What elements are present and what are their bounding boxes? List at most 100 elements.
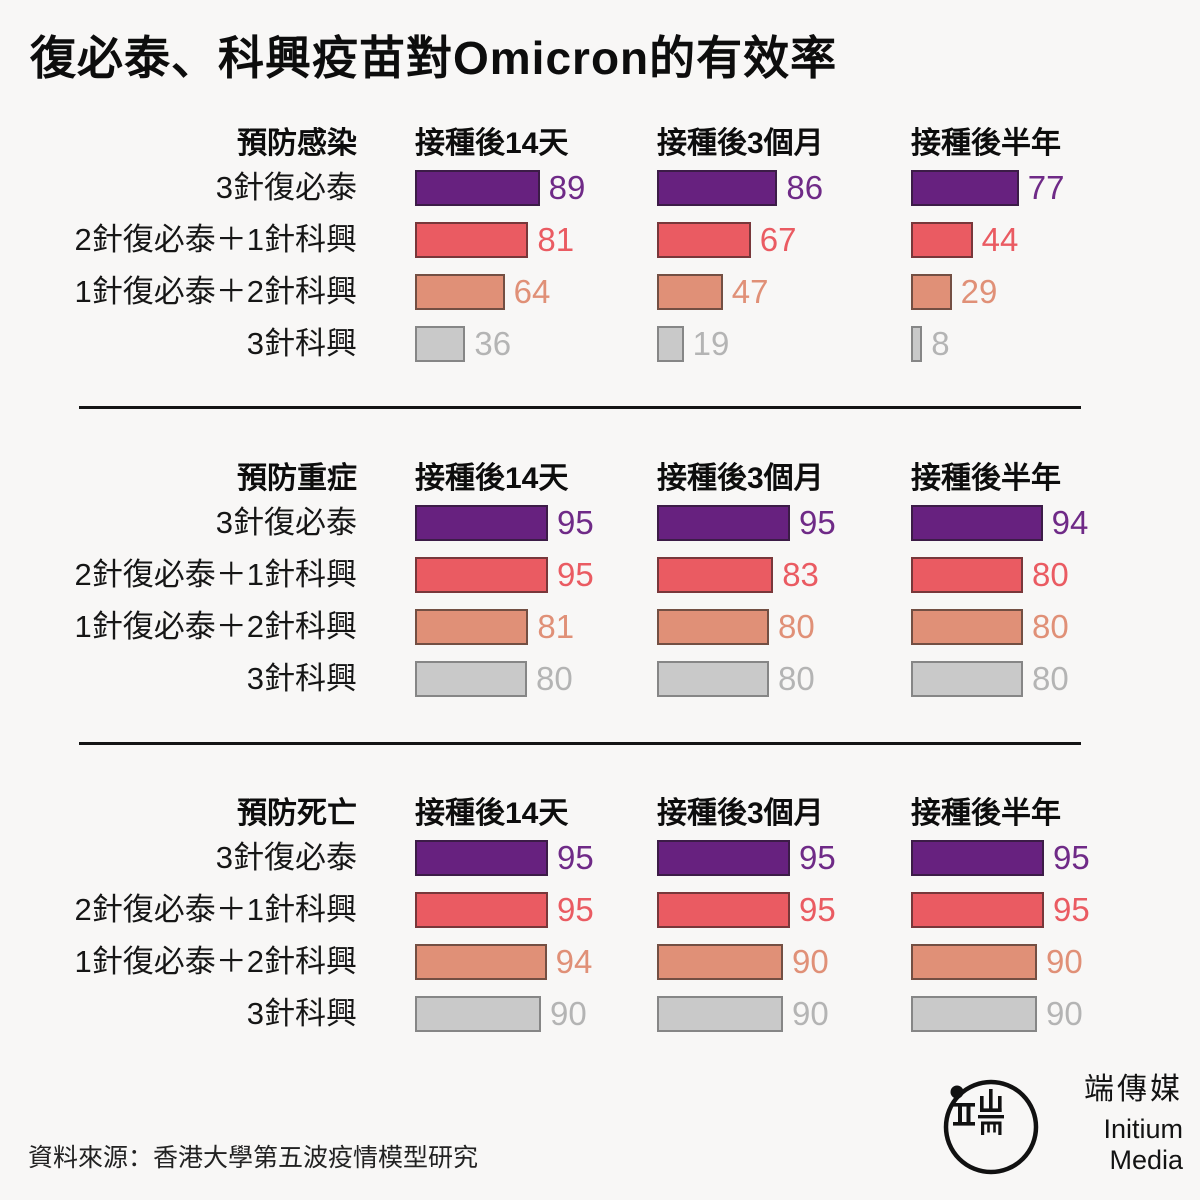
bar bbox=[657, 326, 684, 362]
bar bbox=[657, 661, 769, 697]
bar-value: 80 bbox=[536, 660, 573, 697]
bar-cell: 95 bbox=[415, 557, 594, 593]
bar-value: 95 bbox=[557, 839, 594, 876]
column-header: 接種後半年 bbox=[911, 797, 1061, 830]
bar bbox=[415, 274, 505, 310]
bar bbox=[657, 944, 783, 980]
bar-cell: 80 bbox=[657, 661, 815, 697]
initium-logo: 端傳媒 Initium Media bbox=[941, 1073, 1183, 1178]
bar bbox=[657, 170, 778, 206]
bar-cell: 81 bbox=[415, 609, 574, 645]
bar-value: 95 bbox=[799, 504, 836, 541]
bar bbox=[415, 840, 548, 876]
bar-value: 36 bbox=[474, 325, 512, 362]
bar-value: 67 bbox=[759, 221, 797, 258]
bar-cell: 81 bbox=[415, 222, 574, 258]
bar-value: 29 bbox=[960, 273, 998, 310]
bar bbox=[657, 892, 790, 928]
section-title: 預防重症 bbox=[237, 462, 357, 495]
bar-cell: 95 bbox=[415, 840, 594, 876]
column-header: 接種後14天 bbox=[415, 127, 569, 160]
section-death: 預防死亡 接種後14天 接種後3個月 接種後半年 3針復必泰 95 95 95 … bbox=[0, 786, 1200, 1048]
initium-logo-icon bbox=[943, 1079, 1039, 1175]
table-row: 3針科興 36 19 8 bbox=[0, 326, 1200, 378]
bar bbox=[657, 222, 751, 258]
brand-name: 端傳媒 Initium Media bbox=[1041, 1064, 1183, 1178]
bar-cell: 29 bbox=[911, 274, 997, 310]
column-header: 接種後3個月 bbox=[657, 797, 824, 830]
column-header: 接種後半年 bbox=[911, 462, 1061, 495]
bar-cell: 8 bbox=[911, 326, 950, 362]
bar-cell: 64 bbox=[415, 274, 550, 310]
bar-cell: 95 bbox=[911, 840, 1090, 876]
series-label: 2針復必泰＋1針科興 bbox=[74, 222, 357, 257]
bar-value: 64 bbox=[513, 273, 551, 310]
bar-value: 80 bbox=[1032, 608, 1069, 645]
bar bbox=[415, 170, 540, 206]
bar-value: 95 bbox=[1053, 839, 1090, 876]
bar-cell: 86 bbox=[657, 170, 823, 206]
bar-cell: 83 bbox=[657, 557, 819, 593]
bar-cell: 90 bbox=[911, 944, 1083, 980]
bar-cell: 95 bbox=[657, 840, 836, 876]
bar-value: 95 bbox=[557, 504, 594, 541]
bar bbox=[415, 944, 547, 980]
bar-value: 81 bbox=[537, 221, 575, 258]
bar-value: 90 bbox=[1046, 943, 1083, 980]
bar-value: 86 bbox=[786, 169, 824, 206]
bar bbox=[415, 661, 527, 697]
section-header-row: 預防感染 接種後14天 接種後3個月 接種後半年 bbox=[0, 116, 1200, 170]
bar-cell: 80 bbox=[911, 609, 1069, 645]
series-label: 3針復必泰 bbox=[215, 170, 357, 205]
bar-value: 94 bbox=[1051, 504, 1089, 541]
column-header: 接種後3個月 bbox=[657, 127, 824, 160]
bar-value: 83 bbox=[782, 556, 819, 593]
bar-cell: 67 bbox=[657, 222, 797, 258]
column-header: 接種後14天 bbox=[415, 462, 569, 495]
bar-cell: 36 bbox=[415, 326, 511, 362]
bar-value: 95 bbox=[557, 891, 594, 928]
bar-cell: 95 bbox=[415, 892, 594, 928]
bar bbox=[911, 557, 1023, 593]
table-row: 2針復必泰＋1針科興 95 83 80 bbox=[0, 557, 1200, 609]
section-title: 預防死亡 bbox=[237, 797, 357, 830]
bar bbox=[657, 609, 769, 645]
brand-name-en: Initium Media bbox=[1103, 1114, 1183, 1175]
bar bbox=[415, 222, 529, 258]
bar-value: 90 bbox=[1046, 995, 1083, 1032]
table-row: 3針復必泰 89 86 77 bbox=[0, 170, 1200, 222]
bar-value: 8 bbox=[931, 325, 950, 362]
table-row: 3針科興 80 80 80 bbox=[0, 661, 1200, 713]
bar bbox=[911, 892, 1044, 928]
bar bbox=[911, 661, 1023, 697]
table-row: 2針復必泰＋1針科興 95 95 95 bbox=[0, 892, 1200, 944]
section-divider bbox=[79, 742, 1081, 745]
bar-cell: 90 bbox=[911, 996, 1083, 1032]
table-row: 3針復必泰 95 95 95 bbox=[0, 840, 1200, 892]
table-row: 3針復必泰 95 95 94 bbox=[0, 505, 1200, 557]
bar-value: 95 bbox=[799, 839, 836, 876]
bar-cell: 95 bbox=[415, 505, 594, 541]
series-label: 3針復必泰 bbox=[215, 840, 357, 875]
bar-value: 80 bbox=[778, 660, 815, 697]
bar bbox=[415, 996, 541, 1032]
series-label: 1針復必泰＋2針科興 bbox=[74, 274, 357, 309]
bar bbox=[911, 274, 952, 310]
bar bbox=[415, 326, 466, 362]
section-severe: 預防重症 接種後14天 接種後3個月 接種後半年 3針復必泰 95 95 94 … bbox=[0, 451, 1200, 713]
series-label: 1針復必泰＋2針科興 bbox=[74, 944, 357, 979]
column-header: 接種後3個月 bbox=[657, 462, 824, 495]
bar bbox=[657, 557, 774, 593]
bar-cell: 80 bbox=[911, 557, 1069, 593]
column-header: 接種後14天 bbox=[415, 797, 569, 830]
bar-value: 44 bbox=[981, 221, 1019, 258]
bar-value: 89 bbox=[548, 169, 586, 206]
bar-value: 95 bbox=[1053, 891, 1090, 928]
bar bbox=[911, 609, 1023, 645]
column-header: 接種後半年 bbox=[911, 127, 1061, 160]
bar-cell: 94 bbox=[911, 505, 1088, 541]
bar bbox=[911, 840, 1044, 876]
bar-value: 77 bbox=[1027, 169, 1065, 206]
bar bbox=[911, 326, 923, 362]
series-label: 3針科興 bbox=[246, 996, 357, 1031]
